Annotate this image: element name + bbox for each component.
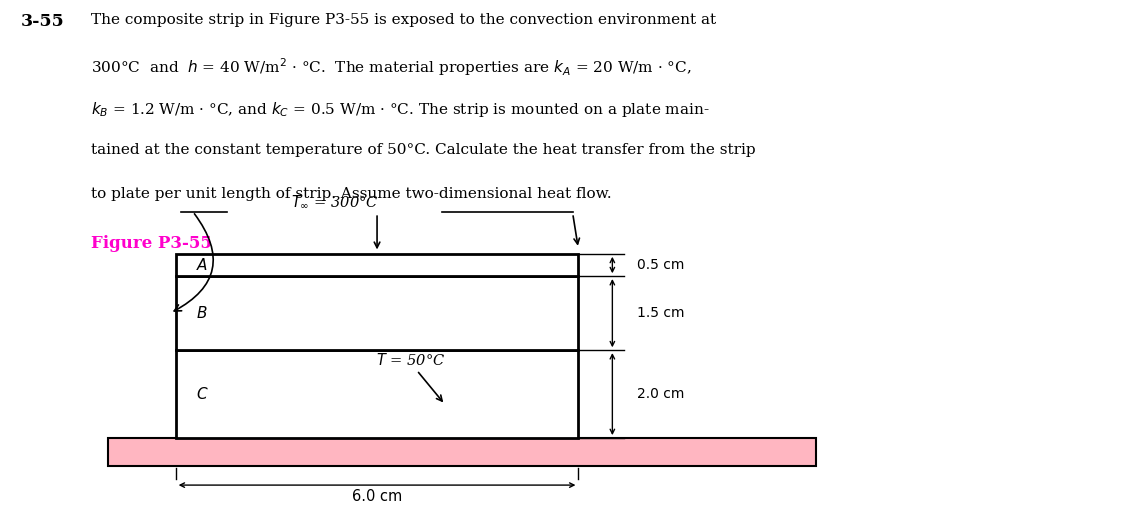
Text: $k_B$ = 1.2 W/m · °C, and $k_C$ = 0.5 W/m · °C. The strip is mounted on a plate : $k_B$ = 1.2 W/m · °C, and $k_C$ = 0.5 W/… — [91, 100, 710, 119]
Text: The composite strip in Figure P3-55 is exposed to the convection environment at: The composite strip in Figure P3-55 is e… — [91, 13, 716, 27]
Text: to plate per unit length of strip. Assume two-dimensional heat flow.: to plate per unit length of strip. Assum… — [91, 187, 611, 200]
Text: $B$: $B$ — [196, 305, 208, 321]
Text: 1.5 cm: 1.5 cm — [637, 306, 685, 320]
Text: tained at the constant temperature of 50°C. Calculate the heat transfer from the: tained at the constant temperature of 50… — [91, 143, 755, 157]
Text: 6.0 cm: 6.0 cm — [352, 489, 403, 504]
Text: $C$: $C$ — [196, 386, 209, 402]
Text: Figure P3-55: Figure P3-55 — [91, 235, 212, 252]
Bar — [108, 438, 816, 466]
Text: 0.5 cm: 0.5 cm — [637, 258, 685, 272]
Bar — [176, 254, 578, 276]
Text: $T$ = 50°C: $T$ = 50°C — [376, 352, 446, 368]
Text: 3-55: 3-55 — [20, 13, 65, 30]
Text: 300°C  and  $h$ = 40 W/m$^2$ · °C.  The material properties are $k_A$ = 20 W/m ·: 300°C and $h$ = 40 W/m$^2$ · °C. The mat… — [91, 57, 692, 78]
Bar — [176, 276, 578, 350]
FancyArrowPatch shape — [175, 214, 213, 311]
Text: $T_\infty$ = 300°C: $T_\infty$ = 300°C — [290, 194, 379, 210]
Text: $A$: $A$ — [196, 257, 209, 273]
Bar — [176, 350, 578, 438]
Text: 2.0 cm: 2.0 cm — [637, 387, 685, 401]
